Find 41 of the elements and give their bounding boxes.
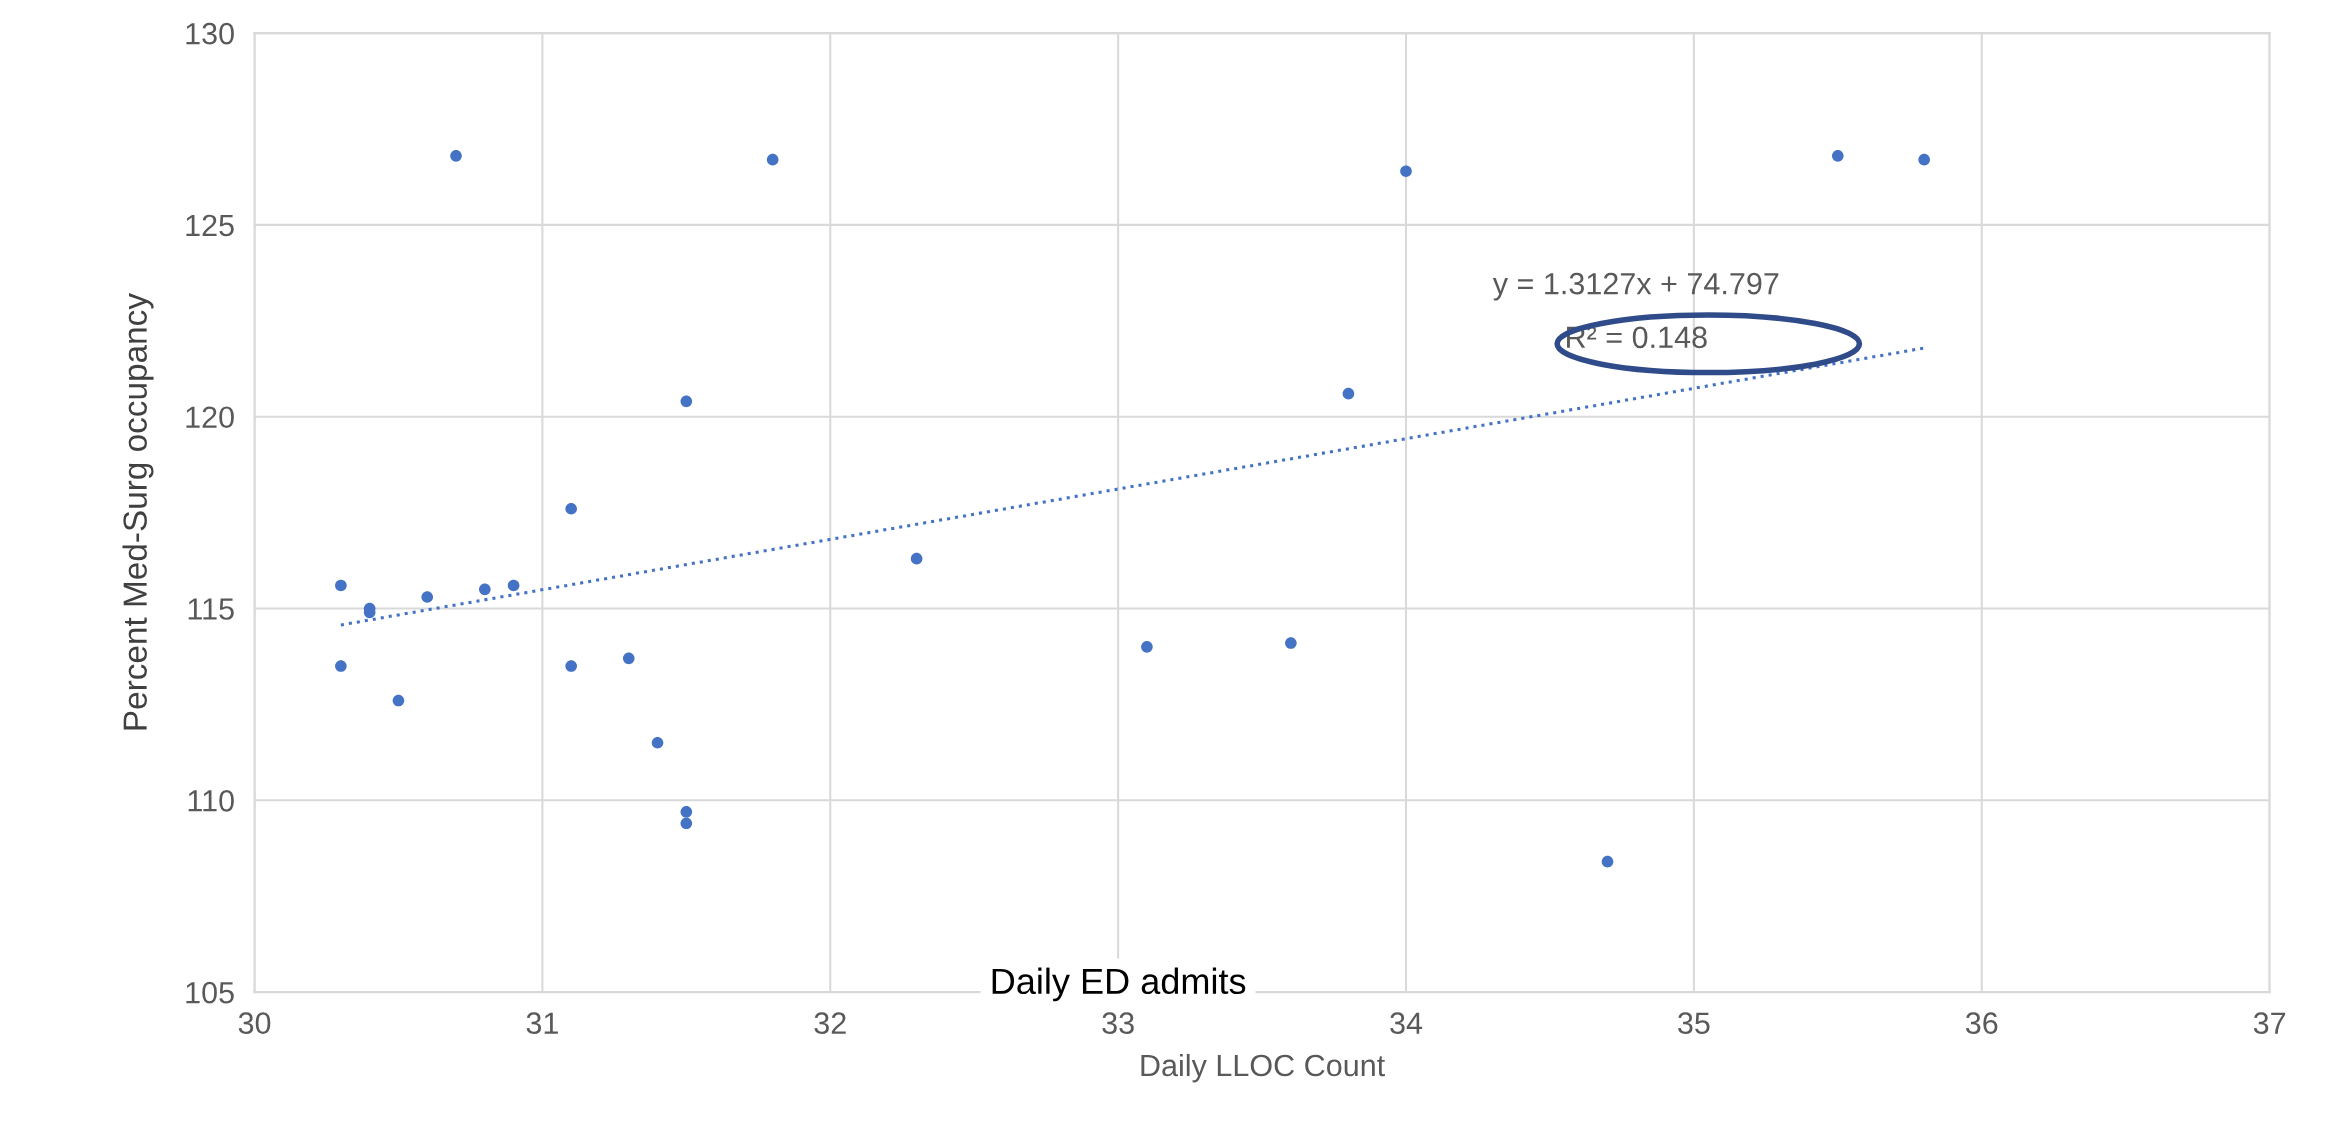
point — [1918, 153, 1930, 166]
point — [335, 660, 347, 672]
point — [1285, 637, 1297, 649]
y-tick-label: 115 — [188, 598, 234, 620]
y-axis-title: Percent Med-Surg occupancy — [122, 293, 154, 730]
x-tick-label: 35 — [1678, 1012, 1710, 1034]
point — [421, 591, 434, 603]
y-tick-label: 120 — [186, 406, 234, 429]
y-tick-label: 130 — [186, 22, 234, 45]
y-tick-label: 110 — [188, 790, 234, 812]
x-tick-label: 34 — [1390, 1012, 1423, 1034]
point — [766, 153, 779, 166]
annotation: y = 1.3127x + 74.797 — [1492, 272, 1779, 301]
point — [651, 736, 664, 749]
point — [680, 395, 693, 408]
point — [680, 806, 693, 818]
point — [565, 502, 577, 515]
point — [1342, 387, 1355, 400]
point — [680, 817, 693, 830]
point — [910, 552, 923, 565]
point — [392, 694, 405, 707]
point — [450, 150, 462, 162]
point — [622, 652, 635, 665]
point — [1601, 855, 1614, 868]
point — [565, 660, 577, 672]
x-tick-label: 32 — [814, 1012, 846, 1034]
x-tick-label: 33 — [1102, 1012, 1134, 1034]
point — [1400, 165, 1412, 177]
x-tick-label: 31 — [526, 1012, 558, 1034]
y-tick-label: 125 — [186, 214, 234, 237]
x-tick-label: 30 — [238, 1012, 271, 1034]
point — [1141, 641, 1153, 653]
annotation: Daily ED admits — [992, 967, 1246, 1002]
point — [507, 579, 520, 592]
point — [335, 579, 347, 592]
x-tick-label: 37 — [2253, 1012, 2286, 1034]
point — [1832, 150, 1844, 162]
y-tick-label: 105 — [186, 981, 234, 1004]
x-tick-label: 36 — [1965, 1012, 1998, 1034]
x-axis-title: Daily LLOC Count — [1141, 1053, 1385, 1083]
point — [479, 583, 491, 596]
